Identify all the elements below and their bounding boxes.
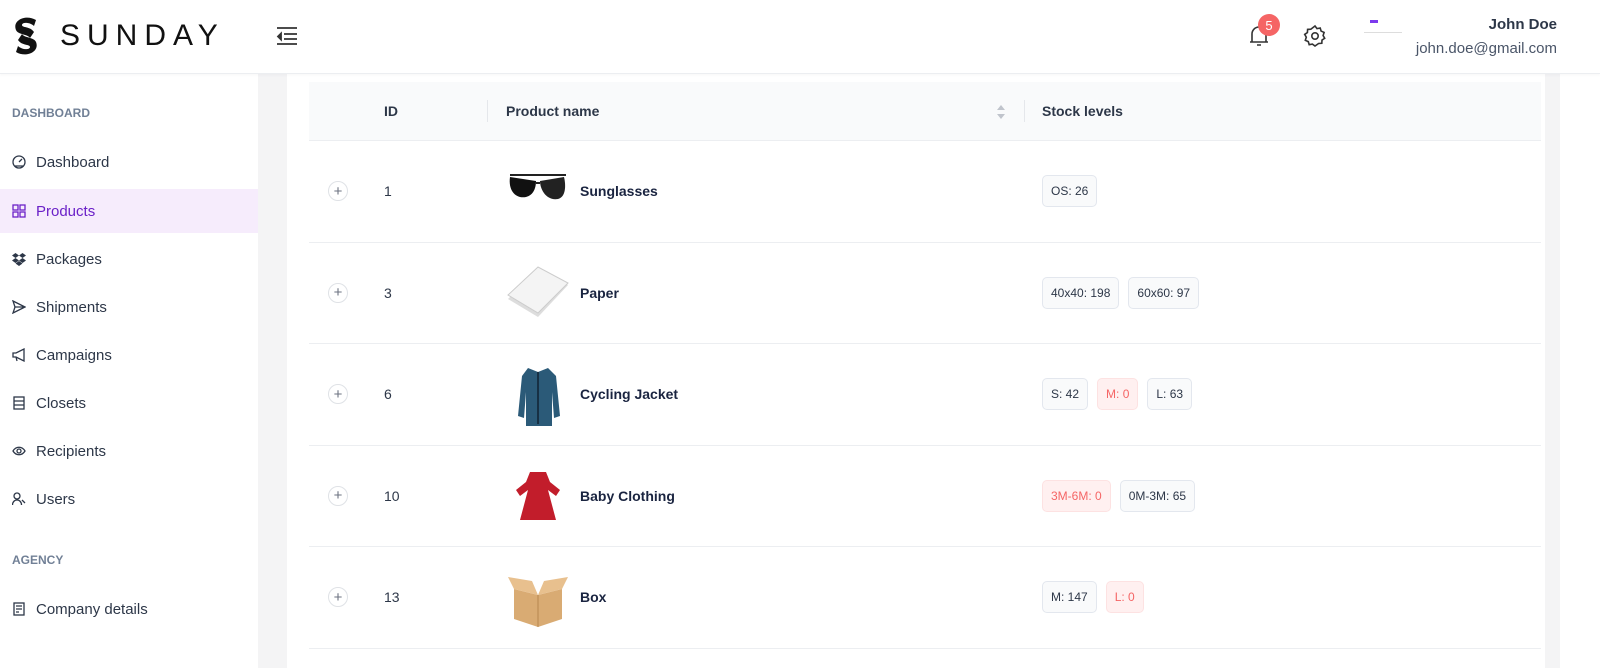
table-row[interactable]: + 13 Box M: 147 L: 0 [309,547,1541,649]
plus-icon: + [333,487,343,505]
stock-chip: 0M-3M: 65 [1119,479,1196,512]
stock-chip: 40x40: 198 [1042,276,1120,309]
product-image [506,159,570,223]
gutter [258,74,287,668]
stock-chip: M: 0 [1097,378,1139,411]
expand-row-button[interactable]: + [328,282,348,303]
product-id: 13 [384,589,400,606]
stock-chip: 60x60: 97 [1128,276,1200,309]
closet-icon [13,396,25,410]
sidebar-item-label: Shipments [36,298,107,316]
stock-chip: OS: 26 [1042,175,1098,208]
table-row[interactable]: + 10 Baby Clothing 3M-6M: 0 0M-3M: 65 [309,446,1541,547]
stock-levels: OS: 26 [1042,175,1098,208]
sidebar-item-label: Recipients [36,442,107,460]
notification-count-badge: 5 [1258,14,1280,36]
top-bar: SUNDAY 5 John Doe john.doe@gmail.com [0,0,1600,74]
expand-row-button[interactable]: + [328,485,348,506]
stock-levels: M: 147 L: 0 [1042,581,1144,614]
expand-row-button[interactable]: + [328,181,348,202]
gauge-icon [12,155,26,169]
sidebar-item-label: Users [36,490,76,508]
sunday-logo-icon [15,17,37,55]
sidebar-item-users[interactable]: Users [0,477,258,521]
dropbox-icon [12,253,26,266]
stock-chip: L: 0 [1105,581,1144,614]
stock-chip: L: 63 [1147,378,1193,411]
product-image [506,362,570,427]
product-image [506,261,570,325]
column-divider [1024,100,1025,122]
document-icon [13,602,25,616]
plus-icon: + [333,385,343,403]
user-email: john.doe@gmail.com [1415,40,1557,57]
sidebar-item-label: Company details [36,600,148,618]
plus-icon: + [333,284,343,302]
product-name[interactable]: Baby Clothing [580,487,675,504]
table-row[interactable]: + 3 Paper 40x40: 198 60x60: 97 [309,243,1541,344]
product-id: 6 [384,386,392,403]
product-name[interactable]: Sunglasses [580,183,658,200]
table-header: ID Product name Stock levels [309,82,1541,141]
sidebar-item-company-details[interactable]: Company details [0,587,258,631]
expand-row-button[interactable]: + [328,587,348,608]
sidebar-item-label: Closets [36,394,87,412]
product-id: 10 [384,487,400,504]
section-title-dashboard: DASHBOARD [12,106,90,120]
sidebar-item-label: Packages [36,250,102,268]
stock-levels: S: 42 M: 0 L: 63 [1042,378,1193,411]
products-table: ID Product name Stock levels + 1 Sunglas… [309,82,1541,649]
stock-chip: S: 42 [1042,378,1089,411]
product-name[interactable]: Box [580,589,607,606]
sidebar-item-label: Dashboard [36,153,110,171]
product-image [506,464,570,528]
plus-icon: + [333,588,343,606]
collapse-sidebar-button[interactable] [276,26,298,51]
sort-icon[interactable] [996,104,1006,120]
stock-levels: 40x40: 198 60x60: 97 [1042,276,1200,309]
settings-button[interactable] [1303,24,1327,53]
avatar[interactable] [1362,16,1404,52]
sidebar: DASHBOARD Dashboard Products Packages Sh… [0,74,258,668]
product-name[interactable]: Paper [580,284,619,301]
sidebar-item-dashboard[interactable]: Dashboard [0,140,258,184]
section-title-agency: AGENCY [12,553,64,567]
sidebar-item-label: Campaigns [36,346,112,364]
logo[interactable]: SUNDAY [10,16,225,56]
product-image [506,565,570,629]
sidebar-item-closets[interactable]: Closets [0,381,258,425]
column-header-id[interactable]: ID [384,103,398,119]
product-id: 3 [384,284,392,301]
column-header-product-name[interactable]: Product name [506,103,600,119]
eye-icon [12,446,26,456]
sidebar-item-shipments[interactable]: Shipments [0,285,258,329]
product-id: 1 [384,183,392,200]
sidebar-item-label: Products [36,202,96,220]
gear-icon [1303,24,1326,47]
user-name: John Doe [1488,16,1557,33]
column-divider [487,100,488,122]
stock-chip: 3M-6M: 0 [1042,479,1111,512]
expand-row-button[interactable]: + [328,384,348,405]
sidebar-item-recipients[interactable]: Recipients [0,429,258,473]
plus-icon: + [333,182,343,200]
table-row[interactable]: + 6 Cycling Jacket S: 42 M: 0 L: 63 [309,344,1541,446]
column-header-stock-levels[interactable]: Stock levels [1042,103,1123,119]
menu-collapse-icon [276,27,297,45]
megaphone-icon [12,348,25,362]
user-menu[interactable]: John Doe john.doe@gmail.com [1416,16,1557,57]
grid-icon [12,204,26,218]
sidebar-item-packages[interactable]: Packages [0,237,258,281]
scrollbar[interactable] [1545,74,1560,668]
product-name[interactable]: Cycling Jacket [580,386,679,403]
sidebar-item-products[interactable]: Products [0,189,258,233]
brand-name: SUNDAY [60,19,225,52]
stock-levels: 3M-6M: 0 0M-3M: 65 [1042,479,1196,512]
table-row[interactable]: + 1 Sunglasses OS: 26 [309,141,1541,243]
users-icon [12,492,26,506]
send-icon [12,300,26,314]
sidebar-item-campaigns[interactable]: Campaigns [0,333,258,377]
stock-chip: M: 147 [1042,581,1097,614]
